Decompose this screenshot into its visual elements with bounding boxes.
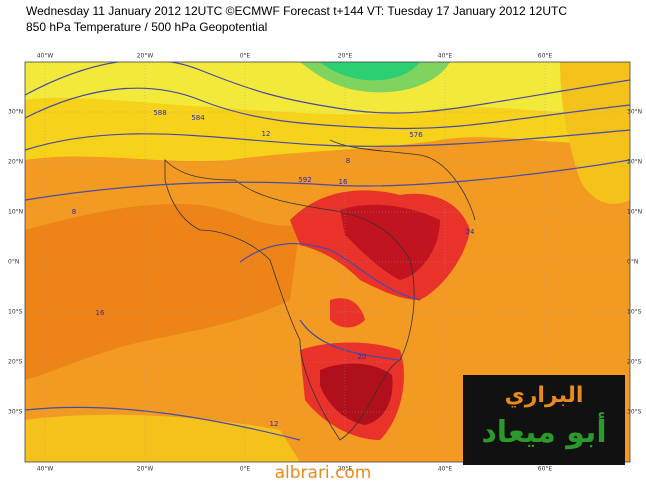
lon-label: 40°W bbox=[37, 466, 54, 473]
lon-label: 0°E bbox=[240, 466, 251, 473]
lat-label: 10°S bbox=[627, 309, 642, 316]
lon-label: 0°E bbox=[240, 53, 251, 60]
lon-label: 20°E bbox=[338, 53, 353, 60]
contour-label: 12 bbox=[262, 130, 271, 138]
contour-label: 12 bbox=[270, 420, 279, 428]
contour-label: 576 bbox=[409, 131, 423, 139]
lat-label: 10°N bbox=[8, 209, 23, 216]
lat-label: 10°N bbox=[627, 209, 642, 216]
lat-label: 30°S bbox=[627, 409, 642, 416]
lat-label: 30°N bbox=[627, 109, 642, 116]
logo-line2: أبو ميعاد bbox=[481, 412, 606, 450]
lon-label: 60°E bbox=[538, 466, 553, 473]
contour-label: 8 bbox=[346, 157, 350, 165]
lon-label: 40°E bbox=[438, 53, 453, 60]
contour-label: 24 bbox=[466, 228, 475, 236]
lon-label: 20°W bbox=[137, 466, 154, 473]
lon-label: 20°W bbox=[137, 53, 154, 60]
lat-label: 0°N bbox=[8, 259, 19, 266]
lat-label: 20°N bbox=[8, 159, 23, 166]
contour-label: 584 bbox=[191, 114, 205, 122]
title: Wednesday 11 January 2012 12UTC ©ECMWF F… bbox=[26, 4, 568, 18]
lat-label: 10°S bbox=[8, 309, 23, 316]
lon-label: 20°E bbox=[338, 466, 353, 473]
lon-label: 40°E bbox=[438, 466, 453, 473]
contour-label: 16 bbox=[96, 309, 105, 317]
lat-label: 30°S bbox=[8, 409, 23, 416]
lon-label: 40°W bbox=[37, 53, 54, 60]
contour-label: 8 bbox=[72, 208, 76, 216]
lat-label: 30°N bbox=[8, 109, 23, 116]
lat-label: 0°N bbox=[627, 259, 638, 266]
lat-label: 20°S bbox=[627, 359, 642, 366]
contour-label: 20 bbox=[358, 353, 367, 361]
site: albrari.com bbox=[275, 463, 372, 483]
logo-line1: البراري bbox=[505, 383, 584, 408]
lat-label: 20°N bbox=[627, 159, 642, 166]
subtitle: 850 hPa Temperature / 500 hPa Geopotenti… bbox=[26, 20, 268, 34]
lat-label: 20°S bbox=[8, 359, 23, 366]
logo-box bbox=[463, 375, 625, 465]
contour-label: 16 bbox=[339, 178, 348, 186]
contour-label: 588 bbox=[153, 109, 166, 117]
contour-label: 592 bbox=[298, 176, 311, 184]
lon-label: 60°E bbox=[538, 53, 553, 60]
